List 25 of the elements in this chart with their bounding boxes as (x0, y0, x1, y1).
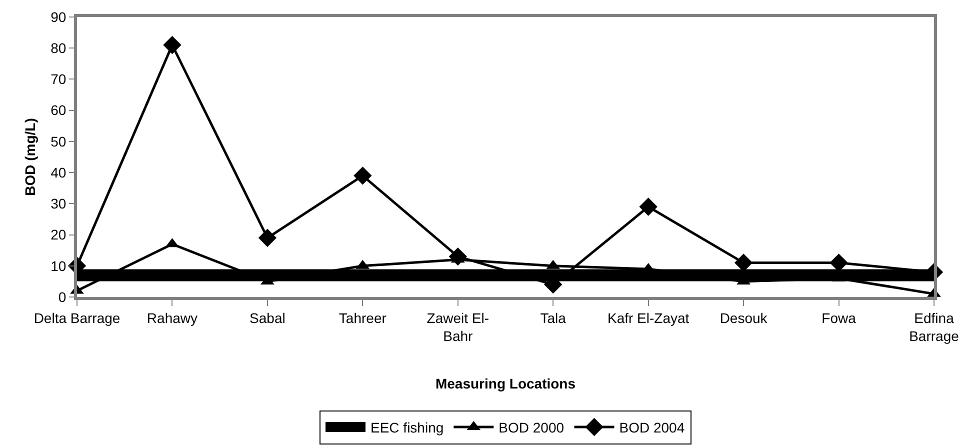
y-tick-label: 60 (50, 102, 66, 118)
x-tick-label: Desouk (720, 310, 768, 326)
y-tick-label: 20 (50, 226, 66, 243)
x-tick-label: Kafr El-Zayat (607, 310, 690, 326)
x-tick-label: Tahreer (338, 310, 387, 326)
y-tick-label: 90 (50, 8, 66, 25)
legend-label: BOD 2004 (619, 419, 685, 436)
x-axis-title: Measuring Locations (435, 375, 576, 392)
y-tick-label: 70 (50, 71, 66, 88)
x-tick-label: Fowa (822, 310, 856, 326)
x-tick-label: Delta Barrage (34, 310, 120, 326)
x-tick-label: Sabal (250, 310, 286, 326)
x-tick-label: Edfina Barrage (909, 310, 960, 344)
y-tick-label: 0 (58, 288, 66, 305)
x-tick-label: Rahawy (146, 310, 198, 326)
legend-label: EEC fishing (370, 419, 444, 436)
x-tick-label: Zaweit El-Bahr (426, 310, 490, 344)
y-tick-label: 40 (50, 164, 66, 180)
legend-label: BOD 2000 (498, 419, 564, 436)
y-tick-label: 30 (50, 196, 66, 212)
y-tick-label: 80 (50, 40, 66, 56)
y-tick-label: 10 (50, 258, 66, 274)
y-tick-label: 50 (50, 133, 66, 150)
y-axis-title: BOD (mg/L) (22, 118, 38, 196)
x-tick-label: Tala (540, 310, 566, 326)
